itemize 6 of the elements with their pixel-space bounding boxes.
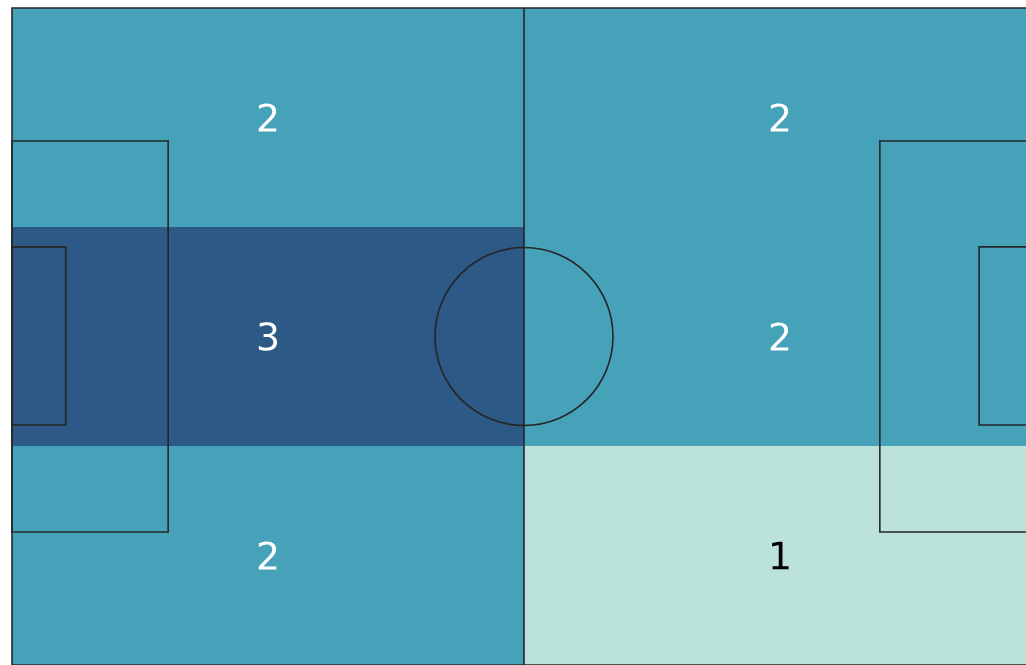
data-label: 3 [258, 322, 278, 351]
data-label: 1 [772, 541, 789, 570]
data-label: 2 [770, 103, 789, 132]
data-label: 2 [258, 103, 277, 132]
data-label: 2 [258, 541, 277, 570]
data-label: 2 [770, 322, 789, 351]
